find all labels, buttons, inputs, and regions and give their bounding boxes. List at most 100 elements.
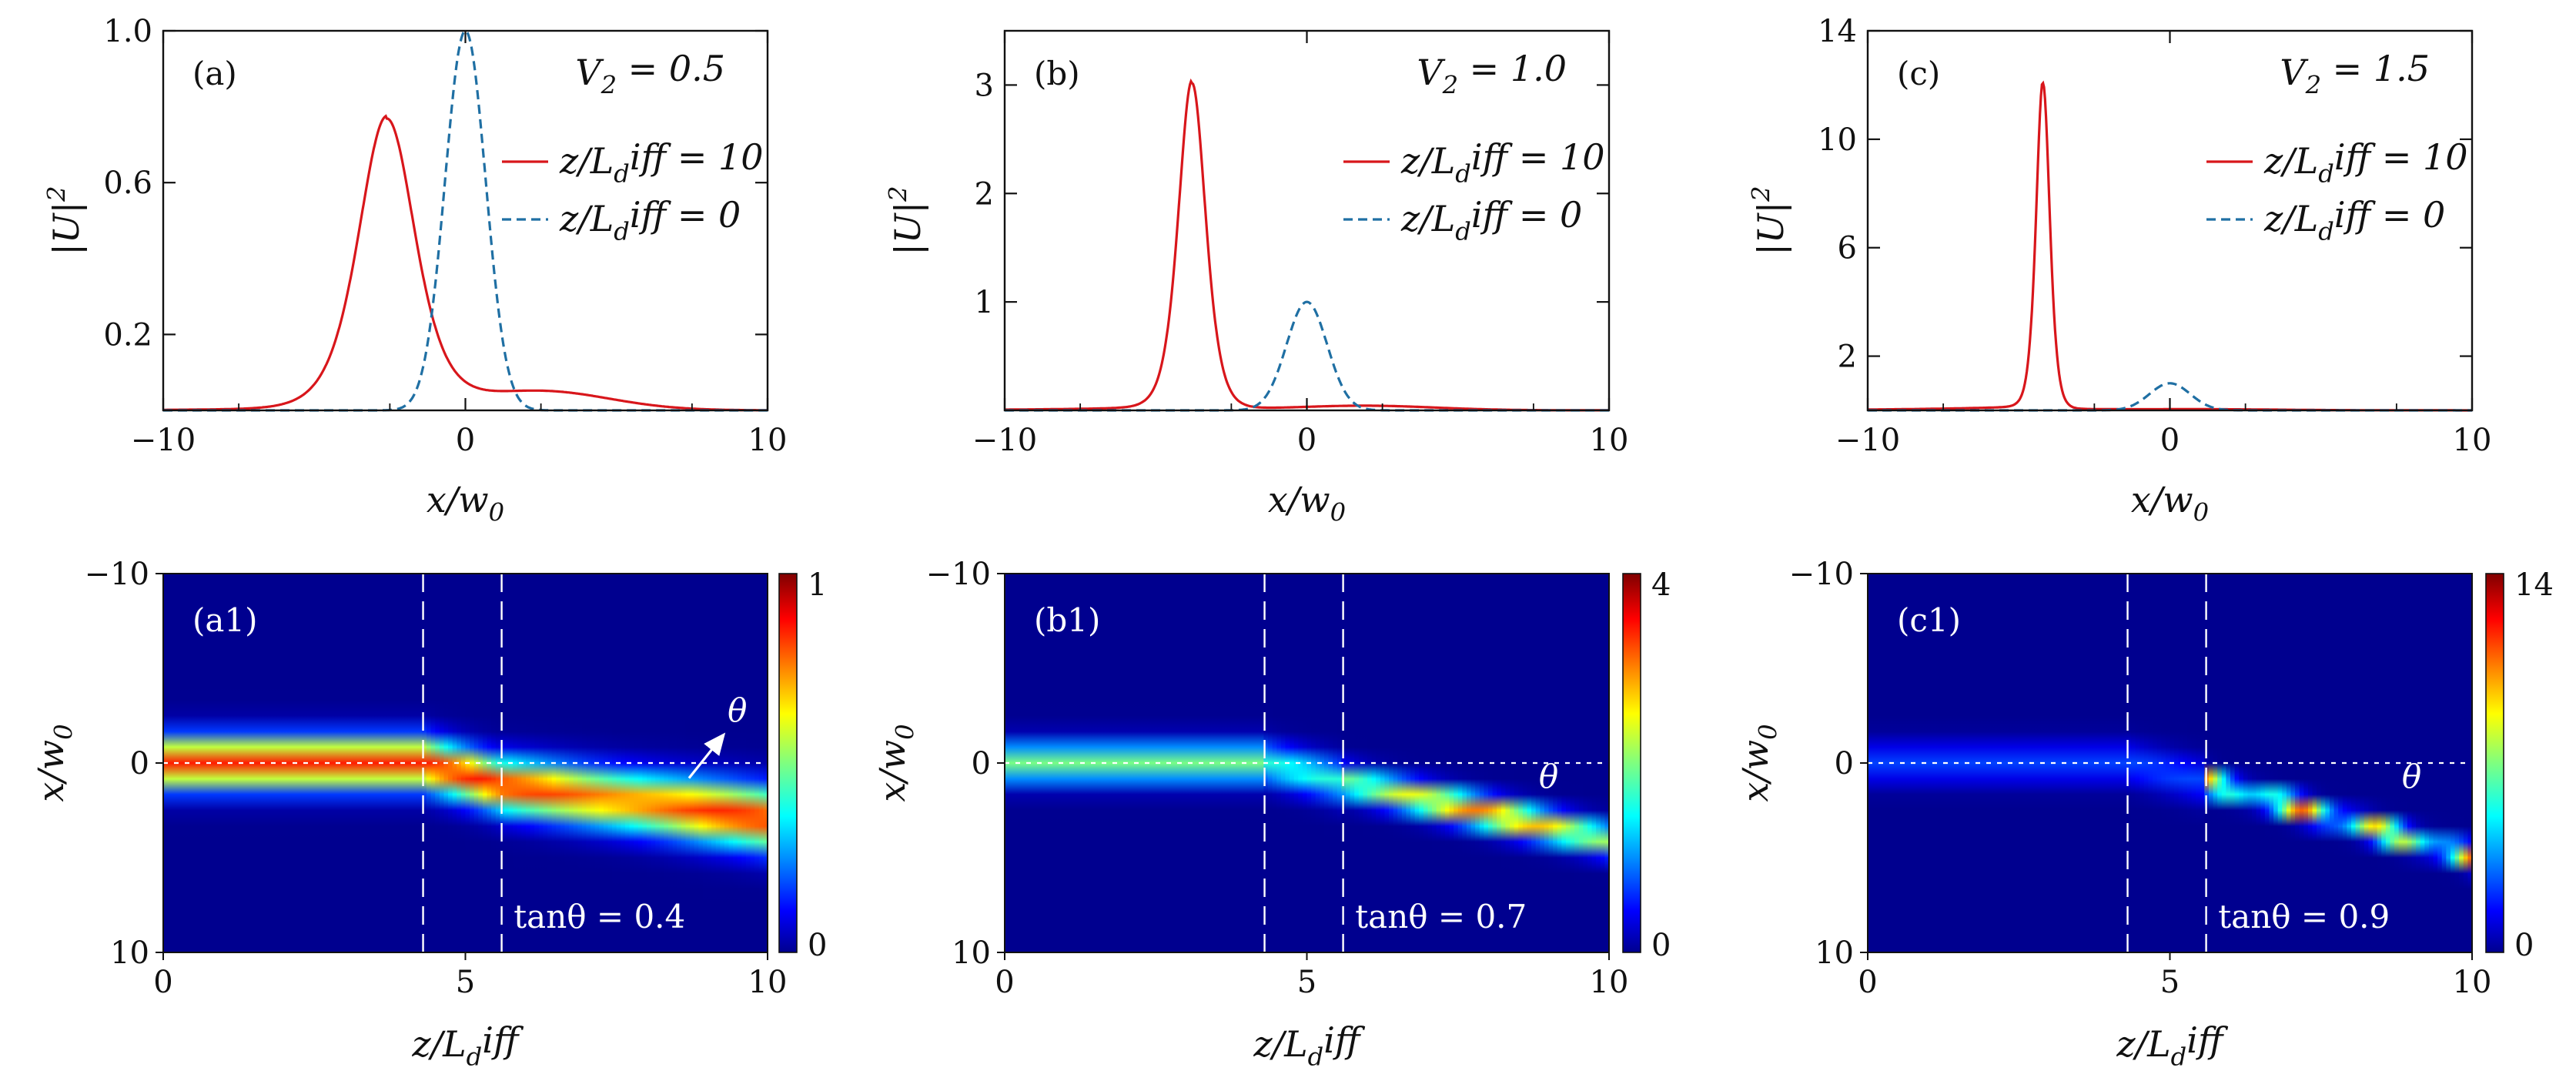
heatmap-column — [349, 574, 354, 952]
heatmap-column — [607, 574, 613, 952]
heatmap-column — [396, 574, 402, 952]
heatmap-column — [1583, 574, 1588, 952]
heatmap-column — [1290, 574, 1295, 952]
heatmap-column — [1432, 574, 1437, 952]
y-tick-label: 0.6 — [103, 166, 152, 201]
heatmap-column — [1384, 574, 1390, 952]
heatmap-column — [1540, 574, 1545, 952]
heatmap-column — [1169, 574, 1174, 952]
heatmap-column — [1600, 574, 1606, 952]
heatmap-column — [2139, 574, 2145, 952]
heatmap-column — [491, 574, 497, 952]
line-chart-1: −10 0 10 0.2 0.6 1.0 x/w0​ |U|2​ (a) V2​ = 0.5 z/L… — [42, 14, 787, 527]
heatmap-column — [1492, 574, 1498, 952]
heatmap-column — [2217, 574, 2223, 952]
heatmap-column — [1022, 574, 1027, 952]
heatmap-column — [1527, 574, 1532, 952]
panel-annotation: V2​ = 1.5 — [2280, 48, 2430, 99]
y-tick-label: 0.2 — [103, 317, 152, 353]
y-tick-label: 10 — [952, 935, 991, 971]
heatmap-column — [2411, 574, 2417, 952]
heatmap-column — [1246, 574, 1252, 952]
heatmap-column — [288, 574, 294, 952]
heatmap-column — [253, 574, 259, 952]
colorbar-min-label: 0 — [2514, 928, 2534, 963]
x-tick-label: 10 — [748, 423, 788, 458]
heatmap-column — [2010, 574, 2016, 952]
x-axis-label: z/Ld​iff — [1253, 1019, 1366, 1071]
heatmap-column — [1320, 574, 1325, 952]
heatmap-column — [1311, 574, 1316, 952]
heatmap-column — [2454, 574, 2460, 952]
heatmap-column — [470, 574, 475, 952]
heatmap-column — [197, 574, 203, 952]
heatmap-column — [2424, 574, 2430, 952]
heatmap-column — [1557, 574, 1563, 952]
colorbar-frame — [1622, 573, 1641, 953]
heatmap-column — [1578, 574, 1584, 952]
y-tick-label: 0 — [1835, 746, 1854, 781]
heatmap-column — [1449, 574, 1454, 952]
heatmap-column — [1276, 574, 1282, 952]
y-tick-label: 10 — [1815, 935, 1854, 971]
heatmap-column — [1333, 574, 1338, 952]
heatmap-column — [2032, 574, 2037, 952]
heatmap-column — [1095, 574, 1101, 952]
heatmap-column — [1389, 574, 1394, 952]
heatmap-column — [189, 574, 195, 952]
heatmap-column — [1323, 574, 1330, 952]
heatmap-column — [460, 574, 467, 952]
heatmap-column — [2390, 574, 2395, 952]
heatmap-column — [2403, 574, 2408, 952]
heatmap-column — [223, 574, 229, 952]
heatmap-column — [1255, 574, 1260, 952]
colorbar-min-label: 0 — [808, 928, 827, 963]
heatmap-column — [413, 574, 419, 952]
heatmap-column — [2183, 574, 2188, 952]
heatmap-column — [634, 574, 639, 952]
heatmap-column — [361, 574, 367, 952]
tan-theta-annotation: tanθ = 0.9 — [2218, 898, 2390, 935]
heatmap-column — [1410, 574, 1416, 952]
heatmap-column — [2014, 574, 2020, 952]
heatmap-column — [1497, 574, 1502, 952]
x-tick-label: 0 — [2160, 423, 2180, 458]
heatmap-column — [1108, 574, 1113, 952]
heatmap-column — [340, 574, 346, 952]
heatmap-column — [2355, 574, 2361, 952]
heatmap-column — [1880, 574, 1886, 952]
heatmap-column — [715, 574, 721, 952]
heatmap-column — [327, 574, 333, 952]
heatmap-column — [1194, 574, 1200, 952]
x-tick-label: 5 — [2160, 965, 2180, 1000]
heatmap-column — [1475, 574, 1480, 952]
panel-annotation: V2​ = 0.5 — [575, 48, 725, 99]
heatmap-column — [318, 574, 324, 952]
y-tick-label: 10 — [110, 935, 149, 971]
heatmap-column — [2303, 574, 2309, 952]
colorbar — [1623, 574, 1641, 952]
heatmap-column — [2079, 574, 2085, 952]
colorbar-max-label: 1 — [808, 567, 827, 603]
heatmap-column — [1052, 574, 1058, 952]
x-tick-label: 0 — [1297, 423, 1316, 458]
heatmap-column — [1302, 574, 1308, 952]
heatmap-column — [2022, 574, 2029, 952]
heatmap-column — [1604, 574, 1610, 952]
x-tick-label: 10 — [2453, 965, 2492, 1000]
heatmap-column — [2174, 574, 2180, 952]
heatmap-column — [1259, 574, 1265, 952]
legend-label: z/Ld​iff = 10 — [1400, 136, 1605, 188]
heatmap-column — [590, 574, 596, 952]
heatmap-column — [2360, 574, 2365, 952]
heatmap-column — [543, 574, 548, 952]
x-tick-label: 0 — [995, 965, 1014, 1000]
heatmap-column — [1017, 574, 1023, 952]
heatmap-column — [427, 574, 432, 952]
heatmap-column — [1280, 574, 1286, 952]
heatmap-column — [556, 574, 561, 952]
heatmap-column — [176, 574, 182, 952]
y-tick-label: −10 — [926, 557, 991, 592]
heatmap-column — [2096, 574, 2102, 952]
